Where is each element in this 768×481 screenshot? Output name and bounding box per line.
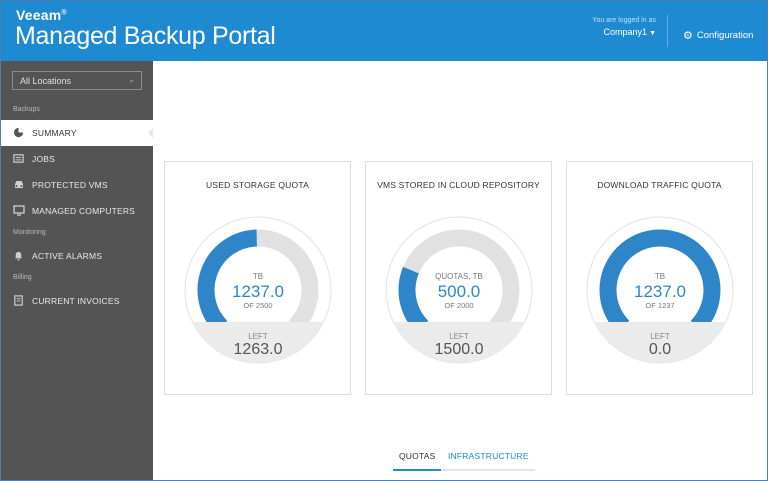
gauge-of-total: OF 1237 (645, 301, 675, 310)
chevron-down-icon: ⌄ (128, 75, 135, 84)
gauge: TB 1237.0 OF 1237 LEFT 0.0 (582, 212, 738, 368)
used-storage-quota-card: USED STORAGE QUOTA TB 1237.0 OF 2500 LEF… (164, 161, 351, 395)
gauge-left-value: 0.0 (648, 341, 672, 358)
active-indicator (148, 127, 154, 139)
location-select-value: All Locations (20, 76, 72, 86)
monitor-icon (13, 205, 25, 217)
download-traffic-quota-card: DOWNLOAD TRAFFIC QUOTA TB 1237.0 OF 1237… (566, 161, 753, 395)
gauge-fill-arc (599, 229, 721, 333)
gauge-fill-arc (197, 229, 258, 333)
gauge-left-caption: LEFT (449, 332, 469, 341)
gauge-left-caption: LEFT (248, 332, 268, 341)
gauge-value: 1237.0 (634, 282, 686, 301)
card-title: USED STORAGE QUOTA (206, 180, 309, 190)
brand-name: Veeam (16, 7, 62, 23)
login-caption: You are logged in as (592, 17, 656, 24)
sidebar-item-summary[interactable]: SUMMARY (1, 120, 154, 146)
gauge-of-total: OF 2500 (243, 301, 273, 310)
sidebar-item-active-alarms[interactable]: ACTIVE ALARMS (1, 243, 153, 269)
card-title: DOWNLOAD TRAFFIC QUOTA (597, 180, 722, 190)
sidebar-item-label: SUMMARY (32, 128, 77, 138)
location-select[interactable]: All Locations ⌄ (12, 71, 142, 90)
portal-title: Managed Backup Portal (15, 22, 276, 50)
gauge: TB 1237.0 OF 2500 LEFT 1263.0 (180, 212, 336, 368)
company-name: Company1 (603, 27, 648, 37)
header-divider (667, 15, 668, 47)
section-label-monitoring: Monitoring (13, 229, 46, 236)
car-icon (13, 179, 25, 191)
sidebar-item-current-invoices[interactable]: CURRENT INVOICES (1, 288, 153, 314)
gauge-left-pad (393, 322, 525, 363)
sidebar-item-label: ACTIVE ALARMS (32, 251, 103, 261)
main-content: USED STORAGE QUOTA TB 1237.0 OF 2500 LEF… (153, 61, 767, 480)
tab-quotas[interactable]: QUOTAS (393, 446, 442, 471)
gauge-ring (586, 216, 734, 364)
gauge-value: 500.0 (437, 282, 481, 301)
gauge-value: 1237.0 (232, 282, 284, 301)
gear-icon: ⚙ (683, 30, 693, 42)
gauge-fill-arc (398, 266, 429, 333)
gauge-ring (184, 216, 332, 364)
vms-stored-card: VMS STORED IN CLOUD REPOSITORY QUOTAS, T… (365, 161, 552, 395)
login-info: You are logged in as Company1 ▼ (561, 17, 656, 37)
gauge-left-value: 1263.0 (233, 341, 283, 358)
configuration-button[interactable]: ⚙ Configuration (683, 28, 754, 42)
gauge: QUOTAS, TB 500.0 OF 2000 LEFT 1500.0 (381, 212, 537, 368)
section-label-backups: Backups (13, 106, 40, 113)
bell-icon (13, 250, 25, 262)
pie-chart-icon (13, 127, 25, 139)
brand-mark: ® (61, 9, 67, 17)
gauge-left-value: 1500.0 (434, 341, 484, 358)
configuration-label: Configuration (696, 30, 754, 41)
sidebar-item-protected-vms[interactable]: PROTECTED VMS (1, 172, 153, 198)
invoice-icon (13, 295, 25, 307)
gauge-left-pad (594, 322, 726, 363)
brand-logo: Veeam® (16, 7, 67, 23)
sidebar-item-label: CURRENT INVOICES (32, 296, 120, 306)
gauge-caption: QUOTAS, TB (435, 272, 483, 281)
header-bar: Veeam® Managed Backup Portal You are log… (1, 1, 767, 61)
tab-infrastructure[interactable]: INFRASTRUCTURE (442, 446, 535, 471)
jobs-icon (13, 153, 25, 165)
caret-down-icon: ▼ (649, 30, 656, 37)
gauge-ring (385, 216, 533, 364)
gauge-caption: TB (252, 272, 264, 281)
gauge-of-total: OF 2000 (444, 301, 474, 310)
section-label-billing: Billing (13, 274, 32, 281)
sidebar: All Locations ⌄ Backups SUMMARY JOBS PRO… (1, 61, 154, 480)
sidebar-item-label: MANAGED COMPUTERS (32, 206, 136, 216)
sidebar-item-label: JOBS (32, 154, 56, 164)
company-menu[interactable]: Company1 ▼ (561, 27, 656, 37)
gauge-caption: TB (654, 272, 666, 281)
gauge-left-caption: LEFT (650, 332, 670, 341)
sidebar-item-label: PROTECTED VMS (32, 180, 108, 190)
gauge-left-pad (192, 322, 324, 363)
card-title: VMS STORED IN CLOUD REPOSITORY (377, 180, 540, 190)
sidebar-item-managed-computers[interactable]: MANAGED COMPUTERS (1, 198, 153, 224)
sidebar-item-jobs[interactable]: JOBS (1, 146, 153, 172)
